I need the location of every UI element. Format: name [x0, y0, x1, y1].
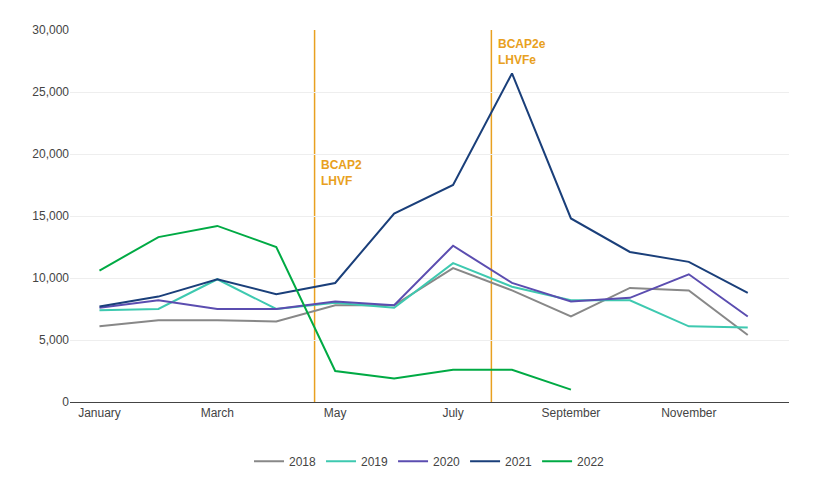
- svg-text:November: November: [661, 406, 716, 420]
- svg-text:2020: 2020: [433, 455, 460, 469]
- svg-text:2018: 2018: [289, 455, 316, 469]
- svg-text:2019: 2019: [361, 455, 388, 469]
- svg-text:0: 0: [62, 395, 69, 409]
- svg-text:20,000: 20,000: [32, 147, 69, 161]
- svg-text:2022: 2022: [577, 455, 604, 469]
- svg-text:5,000: 5,000: [39, 333, 69, 347]
- svg-text:30,000: 30,000: [32, 23, 69, 37]
- svg-text:15,000: 15,000: [32, 209, 69, 223]
- svg-text:January: January: [78, 406, 121, 420]
- svg-text:May: May: [324, 406, 347, 420]
- svg-text:10,000: 10,000: [32, 271, 69, 285]
- svg-text:BCAP2LHVF: BCAP2LHVF: [321, 158, 362, 188]
- svg-text:September: September: [542, 406, 601, 420]
- svg-text:2021: 2021: [505, 455, 532, 469]
- svg-text:March: March: [201, 406, 234, 420]
- svg-text:25,000: 25,000: [32, 85, 69, 99]
- svg-text:July: July: [442, 406, 463, 420]
- svg-text:BCAP2eLHVFe: BCAP2eLHVFe: [498, 37, 546, 67]
